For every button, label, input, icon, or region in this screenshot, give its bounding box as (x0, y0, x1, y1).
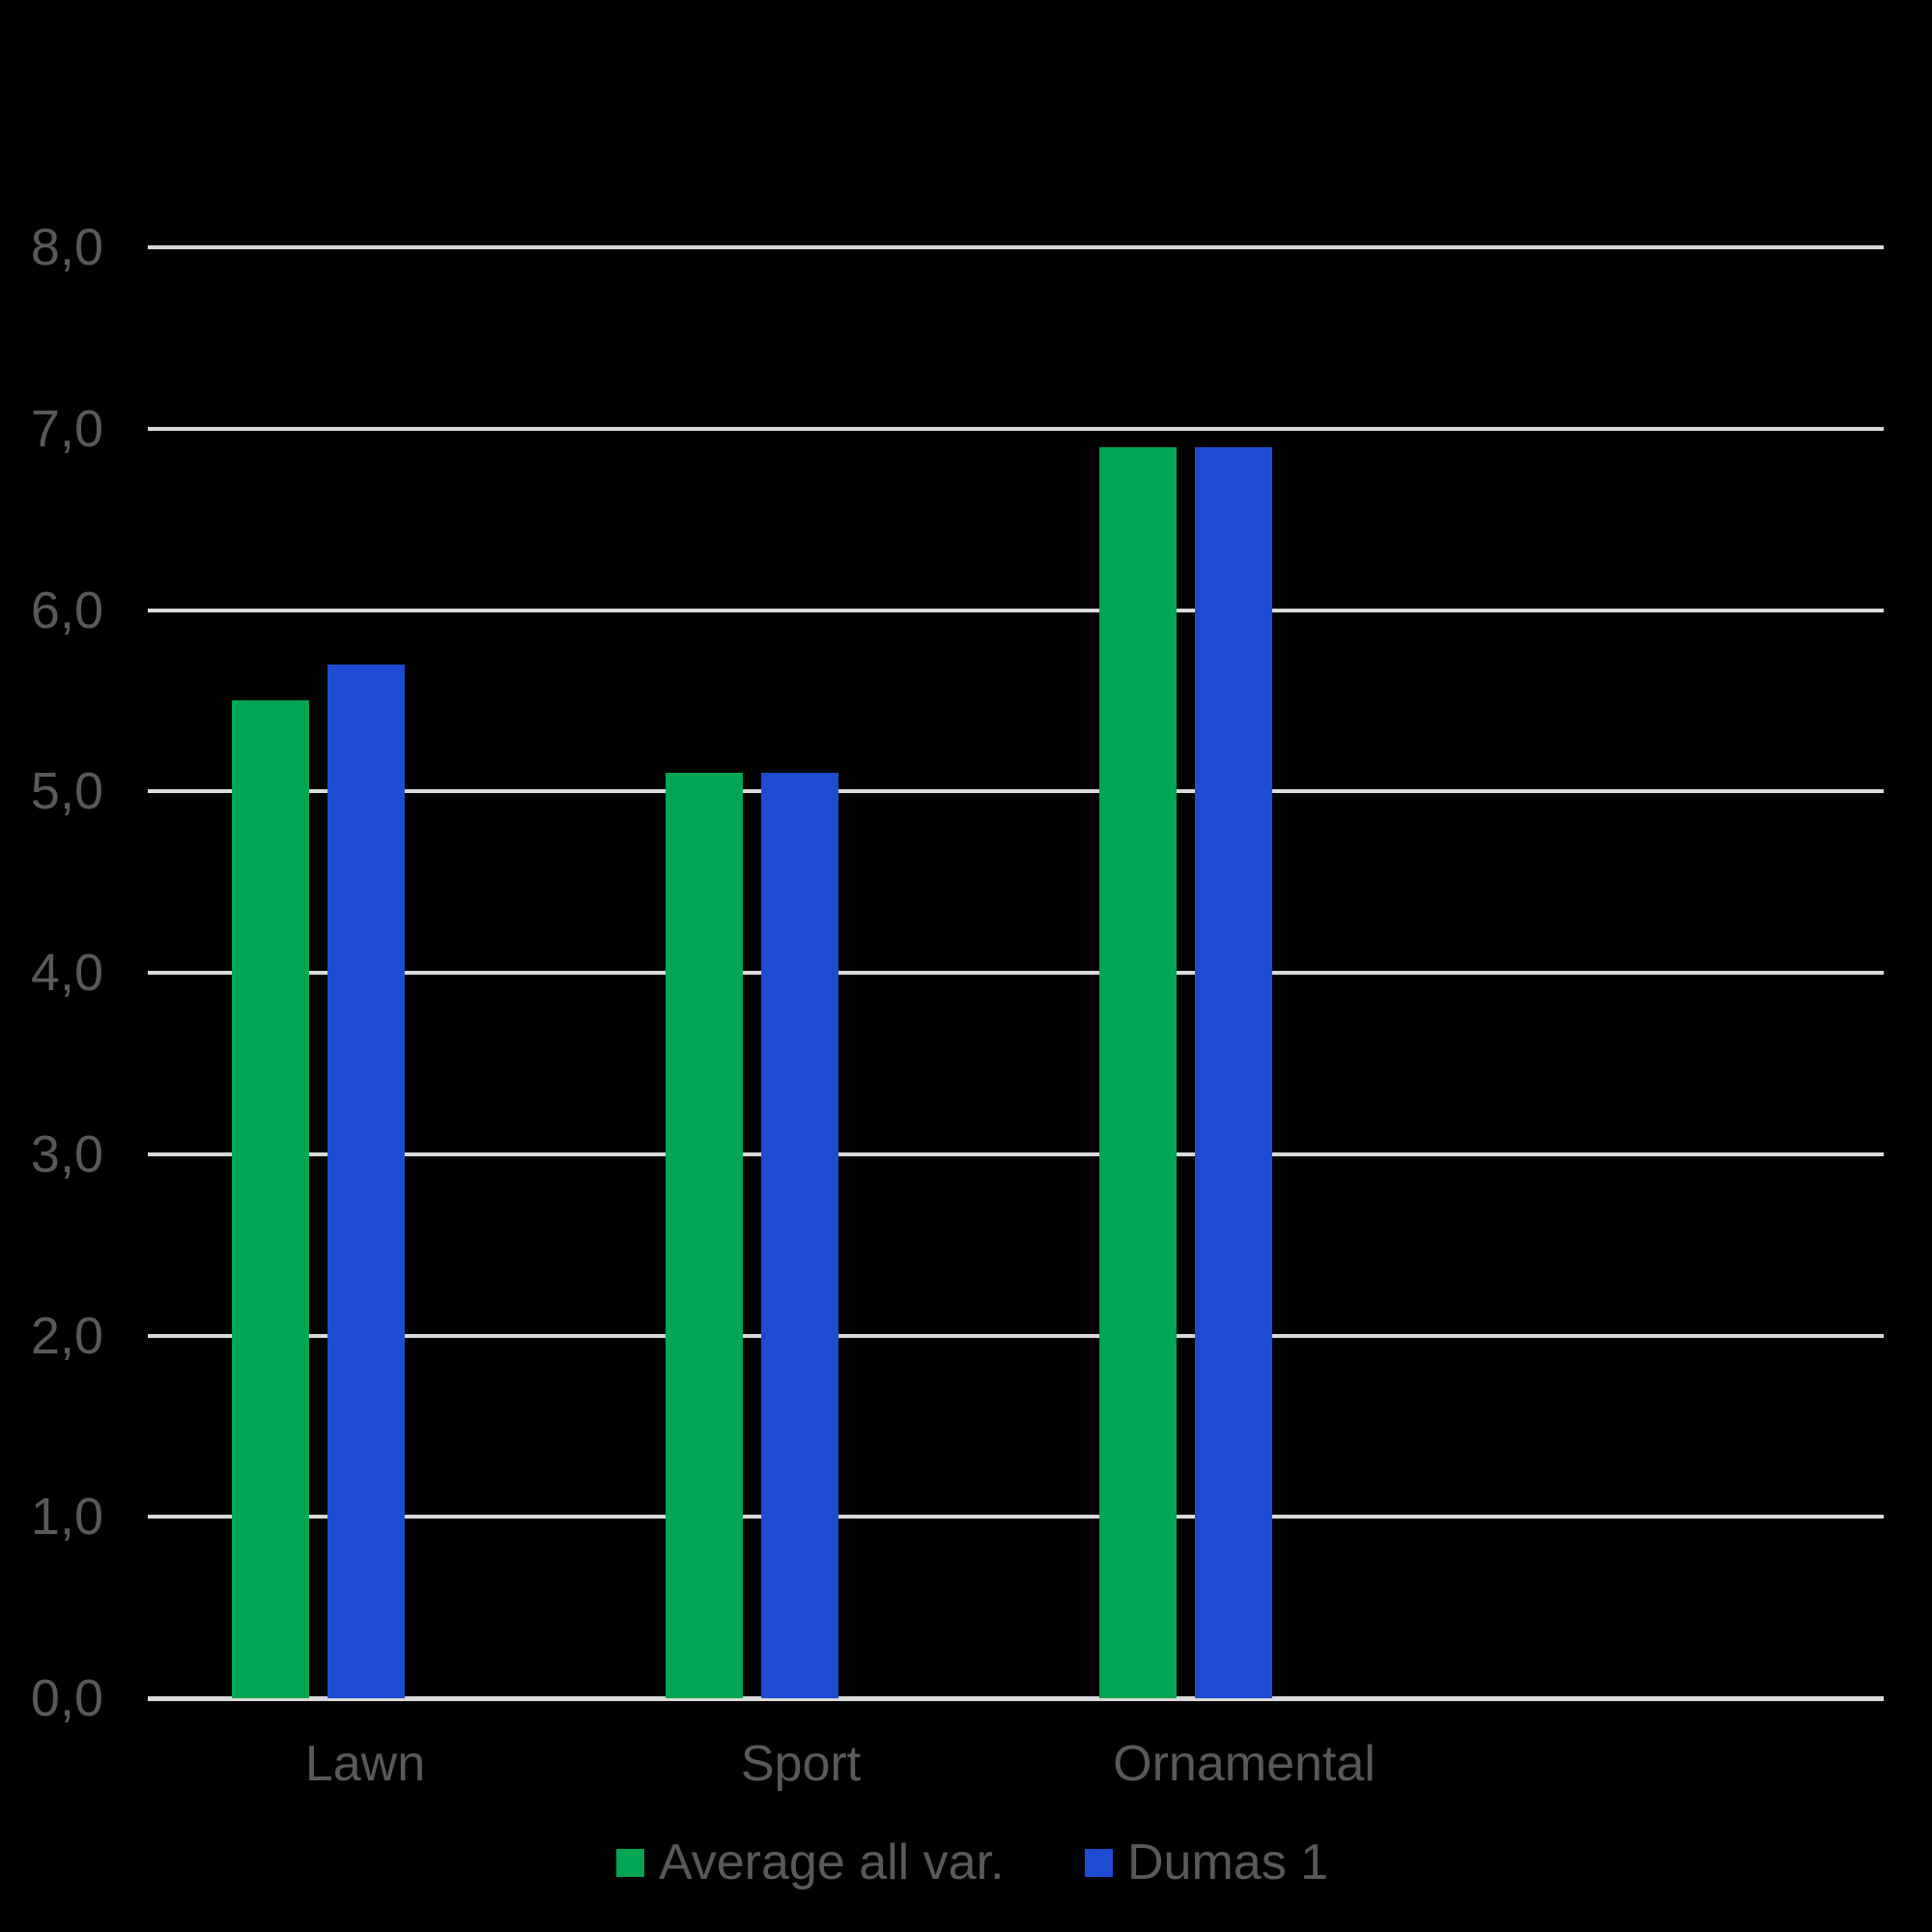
bar-lawn-series-0 (232, 700, 309, 1698)
gridline (148, 427, 1884, 431)
y-axis-tick-label: 6,0 (30, 582, 103, 639)
y-axis-tick-label: 1,0 (30, 1488, 103, 1546)
legend-label: Average all var. (659, 1834, 1005, 1890)
bar-ornamental-series-1 (1195, 447, 1272, 1698)
x-axis-line (148, 1696, 1884, 1701)
gridline (148, 245, 1884, 249)
gridline (148, 609, 1884, 612)
y-axis-tick-label: 0,0 (30, 1669, 103, 1727)
y-axis-tick-label: 8,0 (30, 218, 103, 276)
legend-swatch-icon (616, 1848, 644, 1877)
bar-lawn-series-1 (327, 665, 405, 1698)
bar-sport-series-1 (761, 773, 838, 1698)
y-axis-tick-label: 7,0 (30, 400, 103, 458)
category-label-ornamental: Ornamental (1113, 1736, 1376, 1792)
bar-ornamental-series-0 (1099, 447, 1177, 1698)
gridline (148, 971, 1884, 975)
legend-item-0: Average all var. (616, 1833, 1004, 1891)
category-label-lawn: Lawn (304, 1736, 426, 1792)
bar-sport-series-0 (666, 773, 743, 1698)
legend-label: Dumas 1 (1127, 1834, 1329, 1890)
y-axis-tick-label: 2,0 (30, 1307, 103, 1365)
gridline (148, 1334, 1884, 1338)
y-axis-tick-label: 5,0 (30, 762, 103, 820)
legend-swatch-icon (1085, 1848, 1113, 1877)
gridline (148, 1152, 1884, 1156)
y-axis-tick-label: 4,0 (30, 944, 103, 1002)
y-axis-tick-label: 3,0 (30, 1125, 103, 1183)
category-label-sport: Sport (740, 1736, 862, 1792)
gridline (148, 789, 1884, 793)
legend-item-1: Dumas 1 (1085, 1833, 1328, 1891)
gridline (148, 1515, 1884, 1519)
